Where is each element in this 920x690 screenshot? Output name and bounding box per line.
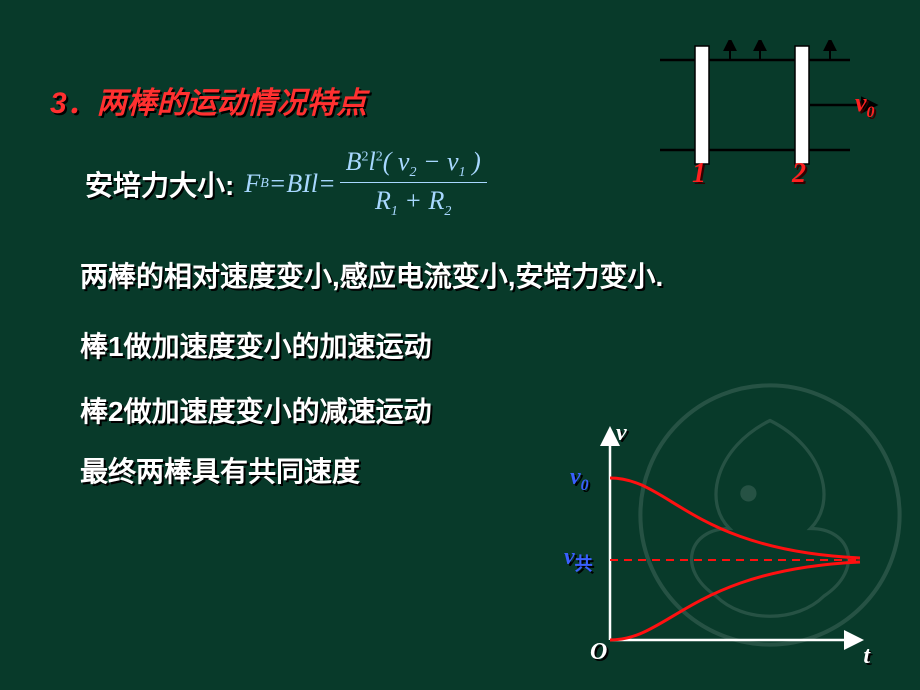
body-line-4: 棒1做加速度变小的加速运动 [80, 325, 432, 365]
rail-label-1: 1 [692, 158, 706, 190]
axis-v-label: v [616, 420, 627, 447]
num-minus: − v [416, 147, 458, 176]
den-R1: R [375, 186, 391, 215]
rail-label-2: 2 [792, 158, 806, 190]
rail-diagram: 1 2 v0 [660, 40, 880, 190]
num-sup2: 2 [376, 149, 383, 164]
graph-svg [560, 420, 870, 670]
axis-origin-label: O [590, 639, 607, 666]
den-plus: + R [398, 186, 444, 215]
body-line-6: 最终两棒具有共同速度 [80, 450, 360, 490]
formula-F: F [244, 169, 260, 199]
graph-v0-sub: 0 [581, 477, 589, 494]
body-line-3: 两棒的相对速度变小,感应电流变小,安培力变小. [80, 255, 663, 295]
ampere-force-line: 安培力大小: FB = BIl = B2l2( v2 − v1 ) R1 + R… [85, 146, 491, 222]
formula-fraction: B2l2( v2 − v1 ) R1 + R2 [340, 146, 487, 222]
rail-v0-v: v [855, 88, 867, 117]
num-close: ) [466, 147, 481, 176]
formula-eq1: = [269, 169, 287, 199]
num-sup1: 2 [362, 149, 369, 164]
body-line-5: 棒2做加速度变小的减速运动 [80, 390, 432, 430]
formula-F-sub: B [260, 176, 269, 192]
num-B: B [346, 147, 362, 176]
den-sub2: 2 [444, 204, 451, 219]
section-heading: 3．两棒的运动情况特点 [50, 78, 367, 122]
ampere-force-formula: FB = BIl = B2l2( v2 − v1 ) R1 + R2 [244, 146, 490, 222]
axis-t-label: t [863, 643, 870, 670]
rail-v0-sub: 0 [867, 104, 875, 121]
num-open: ( v [383, 147, 410, 176]
graph-v0-v: v [570, 464, 581, 490]
graph-vcom-sub: 共 [575, 554, 593, 574]
vt-graph: v t O v0 v共 [560, 420, 870, 670]
formula-eq2: = [318, 169, 336, 199]
den-sub1: 1 [391, 204, 398, 219]
num-sub1: 1 [459, 165, 466, 180]
formula-BIl: BIl [286, 169, 318, 199]
graph-vcom-label: v共 [564, 544, 593, 576]
graph-v0-label: v0 [570, 464, 589, 495]
ampere-force-label: 安培力大小: [85, 164, 234, 204]
rail-v0-label: v0 [855, 88, 875, 122]
num-l: l [369, 147, 376, 176]
graph-vcom-v: v [564, 544, 575, 570]
